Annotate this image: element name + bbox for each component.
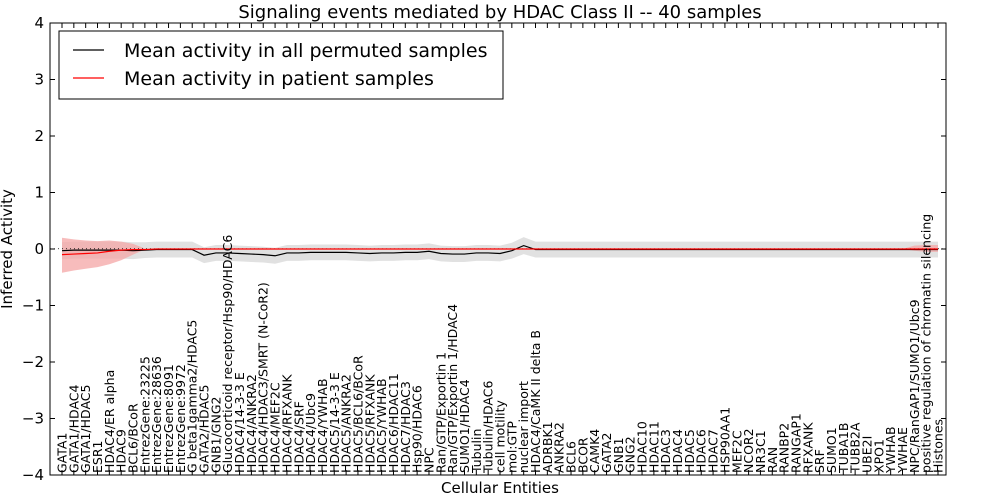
- x-tick-label: Hsp90/HDAC6: [410, 385, 425, 473]
- x-tick-label: mol:GTP: [504, 421, 519, 473]
- confidence-bands: [62, 237, 938, 273]
- x-tick-label: UBE2I: [859, 436, 874, 473]
- y-tick-label: 2: [34, 127, 44, 145]
- x-tick-label: GNB1: [611, 437, 626, 473]
- x-tick-label: HDAC6: [694, 429, 709, 473]
- x-tick-label: XPO1: [871, 439, 886, 473]
- x-tick-label: NCOR2: [741, 428, 756, 473]
- y-axis-label: Inferred Activity: [0, 189, 16, 309]
- x-tick-label: HDAC4/ANKRA2: [244, 374, 259, 473]
- y-axis: −4 −3 −2 −1 0 1 2 3 4: [22, 14, 946, 484]
- x-tick-label: HDAC4/ER alpha: [102, 370, 117, 473]
- x-tick-label: BCL6/BCoR: [126, 403, 141, 473]
- x-tick-label: RFXANK: [800, 422, 815, 473]
- x-tick-label: positive regulation of chromatin silenci…: [919, 214, 934, 473]
- x-tick-label: HDAC6/HDAC11: [386, 373, 401, 473]
- x-tick-label: HDAC5/14-3-3 E: [327, 372, 342, 473]
- x-tick-label: BCOR: [575, 437, 590, 473]
- x-tick-label: GATA1/HDAC5: [78, 385, 93, 473]
- x-tick-label: EntrezGene:28636: [149, 356, 164, 473]
- chart-title: Signaling events mediated by HDAC Class …: [238, 2, 761, 23]
- x-tick-label: HDAC4/Ubc9: [303, 393, 318, 473]
- x-tick-label: TUBA1B: [836, 423, 851, 474]
- x-tick-label: HDAC5/RFXANK: [362, 374, 377, 473]
- y-tick-label: 4: [34, 14, 44, 32]
- x-tick-label: HDAC10: [635, 421, 650, 473]
- x-tick-label: HDAC4/14-3-3 E: [232, 372, 247, 473]
- x-tick-label: GATA2/HDAC5: [197, 385, 212, 473]
- x-tick-label: HDAC5/YWHAB: [374, 378, 389, 473]
- x-tick-label: EntrezGene:9972: [173, 364, 188, 473]
- x-tick-label: HDAC4/MEF2C: [268, 382, 283, 473]
- y-tick-label: 1: [34, 184, 44, 202]
- x-tick-label: Ran/GTP/Exportin 1/HDAC4: [445, 304, 460, 473]
- x-tick-label: RANGAP1: [788, 413, 803, 473]
- x-tick-label: ANKRA2: [552, 422, 567, 473]
- x-tick-label: EntrezGene:8091: [161, 364, 176, 473]
- x-tick-label: SUMO1/HDAC4: [457, 379, 472, 473]
- x-tick-label: HDAC7: [706, 429, 721, 473]
- x-tick-label: Glucocorticoid receptor/Hsp90/HDAC6: [220, 235, 235, 473]
- x-tick-label: NPC: [421, 447, 436, 473]
- x-axis: GATA1GATA1/HDAC4GATA1/HDAC5ESR1HDAC4/ER …: [55, 23, 946, 475]
- x-tick-label: GATA1/HDAC4: [66, 384, 81, 473]
- plot-area: −4 −3 −2 −1 0 1 2 3 4 GATA1GATA1/HDAC4GATA1/HDAC…: [22, 14, 947, 484]
- x-tick-label: RAN: [765, 447, 780, 473]
- x-axis-label: Cellular Entities: [441, 479, 559, 497]
- x-tick-label: HDAC5/BCL6/BCoR: [350, 355, 365, 473]
- x-tick-label: HDAC3: [658, 429, 673, 473]
- x-tick-label: ESR1: [90, 441, 105, 473]
- x-tick-label: RANBP2: [777, 423, 792, 473]
- x-tick-label: EntrezGene:23225: [137, 356, 152, 473]
- x-tick-label: ADRBK1: [540, 421, 555, 473]
- x-tick-label: HDAC11: [646, 421, 661, 473]
- x-tick-label: BCL6: [564, 441, 579, 473]
- legend-box: [58, 30, 504, 100]
- x-tick-label: HSP90AA1: [717, 407, 732, 473]
- series-band-0: [62, 237, 938, 264]
- x-tick-label: Tubulin: [469, 429, 484, 474]
- y-tick-label: 0: [34, 240, 44, 258]
- x-tick-label: HDAC4/CaMK II delta B: [528, 330, 543, 473]
- x-tick-label: HDAC4/HDAC3/SMRT (N-CoR2): [256, 282, 271, 473]
- x-tick-label: Tubulin/HDAC6: [481, 381, 496, 474]
- x-tick-label: HDAC4: [670, 429, 685, 473]
- y-tick-label: −2: [22, 353, 44, 371]
- y-tick-label: −1: [22, 297, 44, 315]
- x-tick-label: NR3C1: [753, 430, 768, 473]
- x-tick-label: Histones: [931, 419, 946, 473]
- x-tick-label: CAMK4: [587, 429, 602, 473]
- series-line-1: [61, 248, 938, 256]
- x-tick-label: HDAC7/HDAC3: [398, 381, 413, 473]
- y-tick-label: 3: [34, 71, 44, 89]
- x-tick-label: GATA2: [599, 433, 614, 473]
- x-tick-label: G beta1gamma2/HDAC5: [185, 320, 200, 473]
- x-tick-label: HDAC4/RFXANK: [279, 374, 294, 473]
- x-tick-label: nuclear import: [516, 381, 531, 473]
- legend: Mean activity in all permuted samples Me…: [58, 30, 504, 100]
- x-tick-label: MEF2C: [729, 430, 744, 473]
- x-tick-label: GATA1: [55, 433, 70, 473]
- x-tick-label: SRF: [812, 449, 827, 473]
- x-tick-label: YWHAE: [895, 427, 910, 474]
- x-tick-label: HDAC5: [682, 429, 697, 473]
- y-tick-label: −4: [22, 466, 44, 484]
- x-tick-label: YWHAB: [883, 426, 898, 474]
- x-tick-label: HDAC4/YWHAB: [315, 378, 330, 473]
- x-tick-label: GNG2: [623, 436, 638, 473]
- x-tick-label: GNB1/GNG2: [208, 397, 223, 473]
- x-tick-label: HDAC5/ANKRA2: [339, 374, 354, 473]
- x-tick-label: cell motility: [493, 399, 508, 473]
- x-tick-label: HDAC4/SRF: [291, 401, 306, 473]
- y-tick-label: −3: [22, 410, 44, 428]
- series-lines: [61, 244, 938, 257]
- x-tick-label: TUBB2A: [848, 422, 863, 474]
- legend-label-permuted: Mean activity in all permuted samples: [124, 40, 487, 62]
- x-tick-label: SUMO1: [824, 427, 839, 473]
- legend-label-patient: Mean activity in patient samples: [124, 68, 434, 90]
- x-tick-label: HDAC9: [114, 429, 129, 473]
- x-tick-label: Ran/GTP/Exportin 1: [433, 352, 448, 473]
- x-tick-label: NPC/RanGAP1/SUMO1/Ubc9: [907, 299, 922, 473]
